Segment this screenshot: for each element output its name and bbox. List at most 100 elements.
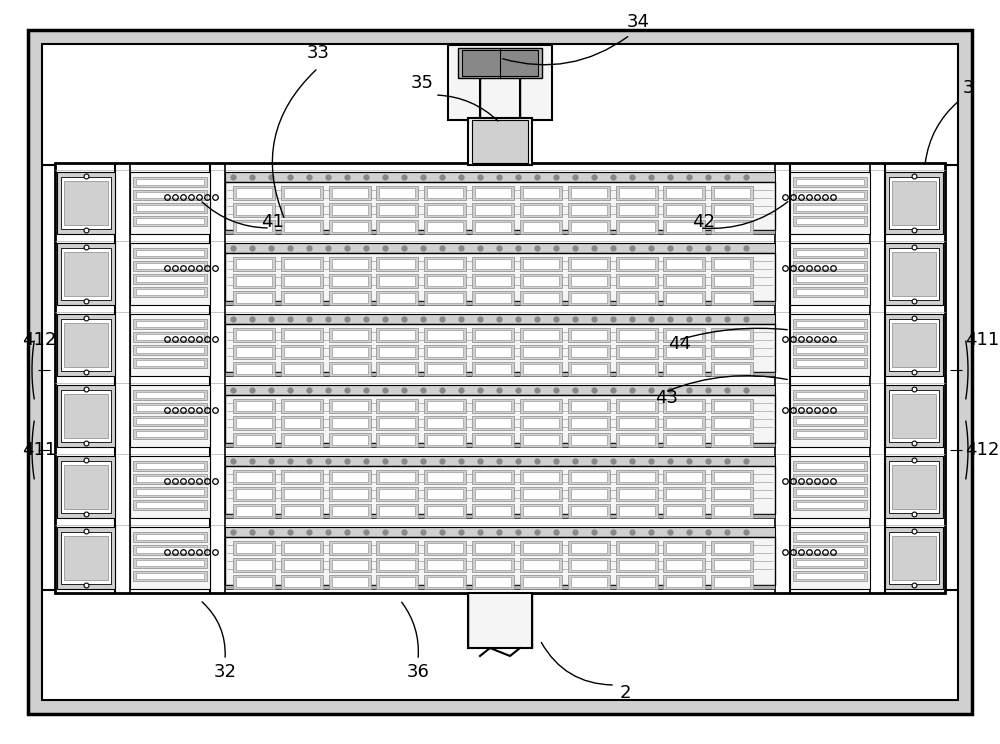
Bar [236,472,272,482]
Bar [523,401,559,411]
Bar [889,177,939,229]
Bar [427,259,463,269]
Bar [236,489,272,499]
Text: 412: 412 [22,331,56,349]
Bar [568,220,610,234]
Bar [568,274,610,288]
Bar [376,487,418,501]
Bar [796,418,864,424]
Bar [236,188,272,198]
Bar [332,330,368,340]
Bar [711,433,753,447]
Bar [711,575,753,589]
Bar [885,172,943,234]
Bar [236,418,272,428]
Bar [379,472,415,482]
Bar [427,276,463,286]
Bar [663,541,705,555]
Bar [475,506,511,516]
Bar [133,474,207,484]
Bar [133,461,207,471]
Bar [64,323,108,367]
Bar [376,345,418,359]
Bar [379,330,415,340]
Text: 34: 34 [626,13,650,31]
Bar [236,364,272,374]
Bar [714,205,750,215]
Bar [666,188,702,198]
Bar [376,433,418,447]
Bar [619,259,655,269]
Bar [619,577,655,587]
Bar [571,347,607,357]
Bar [376,541,418,555]
Text: 33: 33 [306,44,330,62]
Bar [225,243,775,253]
Bar [225,301,775,305]
Bar [424,220,466,234]
Bar [284,222,320,232]
Bar [568,291,610,305]
Bar [332,489,368,499]
Bar [133,248,207,258]
Bar [427,293,463,303]
Bar [427,418,463,428]
Bar [793,429,867,439]
Bar [284,259,320,269]
Bar [892,536,936,580]
Bar [892,252,936,296]
Bar [619,489,655,499]
Bar [796,502,864,508]
Bar [329,186,371,200]
Bar [376,186,418,200]
Bar [427,347,463,357]
Bar [666,489,702,499]
Bar [711,291,753,305]
Bar [892,394,936,438]
Bar [281,575,323,589]
Bar [379,506,415,516]
Bar [236,543,272,553]
Bar [523,435,559,445]
Bar [424,558,466,572]
Bar [889,319,939,371]
Bar [281,291,323,305]
Bar [281,541,323,555]
Bar [379,293,415,303]
Bar [376,399,418,413]
Bar [136,405,204,411]
Bar [376,362,418,376]
Bar [136,250,204,256]
Bar [796,560,864,566]
Bar [619,330,655,340]
Bar [619,401,655,411]
Bar [427,401,463,411]
Bar [568,345,610,359]
Bar [475,435,511,445]
Bar [666,560,702,570]
Bar [616,186,658,200]
Bar [619,293,655,303]
Bar [711,504,753,518]
Bar [568,433,610,447]
Bar [571,330,607,340]
Bar [462,50,538,76]
Bar [714,577,750,587]
Bar [714,347,750,357]
Bar [520,274,562,288]
Bar [885,385,943,447]
Bar [796,431,864,437]
Bar [281,345,323,359]
Bar [666,205,702,215]
Bar [472,186,514,200]
Bar [284,330,320,340]
Bar [520,203,562,217]
Bar [885,456,943,518]
Bar [571,188,607,198]
Bar [523,293,559,303]
Bar [281,186,323,200]
Bar [233,433,275,447]
Bar [329,345,371,359]
Bar [571,435,607,445]
Bar [793,203,867,213]
